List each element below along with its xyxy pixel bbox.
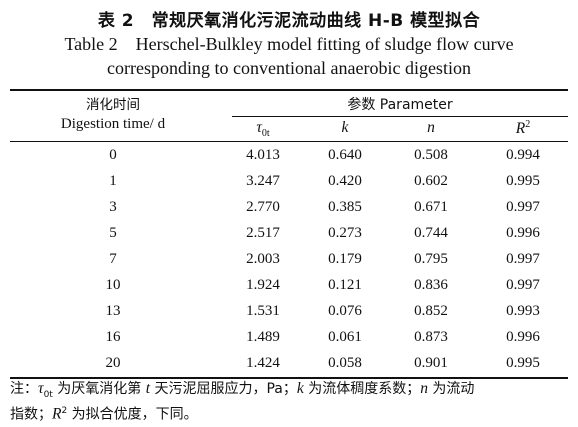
cell-r2: 0.996 <box>506 329 540 345</box>
cell-k: 0.273 <box>328 225 362 241</box>
cell-k: 0.058 <box>328 355 362 371</box>
note-text-1: 为厌氧消化第 <box>52 381 146 397</box>
table-row: 20 1.424 0.058 0.901 0.995 <box>0 351 578 377</box>
header-r-superscript: 2 <box>525 119 531 130</box>
header-r2: R2 <box>478 119 568 138</box>
table-row: 10 1.924 0.121 0.836 0.997 <box>0 273 578 299</box>
cell-n: 0.508 <box>414 147 448 163</box>
cell-k: 0.179 <box>328 251 362 267</box>
table-row: 0 4.013 0.640 0.508 0.994 <box>0 143 578 169</box>
cell-tau: 1.424 <box>246 355 280 371</box>
table-top-rule <box>10 89 568 91</box>
cell-n: 0.671 <box>414 199 448 215</box>
header-n: n <box>427 119 435 136</box>
cell-tau: 3.247 <box>246 173 280 189</box>
header-tau: τ0t <box>218 119 308 139</box>
cell-tau: 2.003 <box>246 251 280 267</box>
header-digestion-time-en: Digestion time/ d <box>60 116 166 132</box>
table-row: 1 3.247 0.420 0.602 0.995 <box>0 169 578 195</box>
header-parameter-rule <box>232 116 568 117</box>
note-t: t <box>145 380 151 397</box>
cell-n: 0.852 <box>414 303 448 319</box>
table-note-line1: 注：τ0t 为厌氧消化第 t 天污泥屈服应力，Pa；k 为流体稠度系数；n 为流… <box>10 377 570 407</box>
cell-k: 0.640 <box>328 147 362 163</box>
table-row: 5 2.517 0.273 0.744 0.996 <box>0 221 578 247</box>
note-text-2: 天污泥屈服应力，Pa； <box>150 381 297 397</box>
cell-day: 10 <box>105 277 121 293</box>
cell-n: 0.901 <box>414 355 448 371</box>
header-parameter: 参数 Parameter <box>347 97 453 113</box>
cell-n: 0.795 <box>414 251 448 267</box>
cell-day: 7 <box>109 251 117 267</box>
cell-r2: 0.994 <box>506 147 540 163</box>
cell-k: 0.061 <box>328 329 362 345</box>
header-r-symbol: R <box>515 120 526 138</box>
cell-day: 1 <box>109 173 117 189</box>
note-text-6: 为拟合优度，下同。 <box>67 406 198 423</box>
table-bottom-rule <box>10 377 568 379</box>
note-text-4: 为流动 <box>427 381 475 397</box>
cell-tau: 1.531 <box>246 303 280 319</box>
cell-r2: 0.995 <box>506 173 540 189</box>
cell-day: 0 <box>109 147 117 163</box>
note-tau-subscript: 0t <box>43 389 53 400</box>
cell-tau: 1.924 <box>246 277 280 293</box>
note-prefix: 注： <box>10 381 38 397</box>
note-r-superscript: 2 <box>61 406 68 416</box>
cell-tau: 4.013 <box>246 147 280 163</box>
cell-tau: 2.770 <box>246 199 280 215</box>
cell-n: 0.873 <box>414 329 448 345</box>
cell-tau: 2.517 <box>246 225 280 241</box>
cell-r2: 0.997 <box>506 251 540 267</box>
cell-n: 0.744 <box>414 225 448 241</box>
cell-n: 0.602 <box>414 173 448 189</box>
header-tau-symbol: τ <box>256 119 262 136</box>
cell-r2: 0.996 <box>506 225 540 241</box>
table-note-line2: 指数；R2 为拟合优度，下同。 <box>10 399 570 427</box>
header-bottom-rule <box>10 141 568 142</box>
cell-k: 0.385 <box>328 199 362 215</box>
cell-k: 0.420 <box>328 173 362 189</box>
header-digestion-time-cn: 消化时间 <box>86 97 140 113</box>
cell-day: 5 <box>109 225 117 241</box>
header-tau-subscript: 0t <box>261 128 270 140</box>
cell-r2: 0.997 <box>506 277 540 293</box>
table-row: 7 2.003 0.179 0.795 0.997 <box>0 247 578 273</box>
table-title-english-line2: corresponding to conventional anaerobic … <box>107 58 471 78</box>
cell-day: 3 <box>109 199 117 215</box>
cell-day: 20 <box>105 355 121 371</box>
table-title-chinese: 表 2 常规厌氧消化污泥流动曲线 H-B 模型拟合 <box>97 11 481 31</box>
table-title-english: Table 2 Herschel-Bulkley model fitting o… <box>0 32 578 80</box>
cell-day: 16 <box>105 329 121 345</box>
cell-r2: 0.997 <box>506 199 540 215</box>
table-title-english-line1: Table 2 Herschel-Bulkley model fitting o… <box>64 34 514 54</box>
note-n: n <box>420 380 428 397</box>
header-k: k <box>341 119 349 136</box>
table-row: 3 2.770 0.385 0.671 0.997 <box>0 195 578 221</box>
table-row: 16 1.489 0.061 0.873 0.996 <box>0 325 578 351</box>
note-r: R <box>52 405 62 423</box>
cell-r2: 0.993 <box>506 303 540 319</box>
cell-n: 0.836 <box>414 277 448 293</box>
note-k: k <box>296 380 304 397</box>
cell-k: 0.121 <box>328 277 362 293</box>
note-text-5: 指数； <box>10 406 52 423</box>
table-row: 13 1.531 0.076 0.852 0.993 <box>0 299 578 325</box>
cell-r2: 0.995 <box>506 355 540 371</box>
cell-day: 13 <box>105 303 121 319</box>
note-tau: τ <box>38 380 44 397</box>
cell-tau: 1.489 <box>246 329 280 345</box>
cell-k: 0.076 <box>328 303 362 319</box>
note-text-3: 为流体稠度系数； <box>303 381 421 397</box>
